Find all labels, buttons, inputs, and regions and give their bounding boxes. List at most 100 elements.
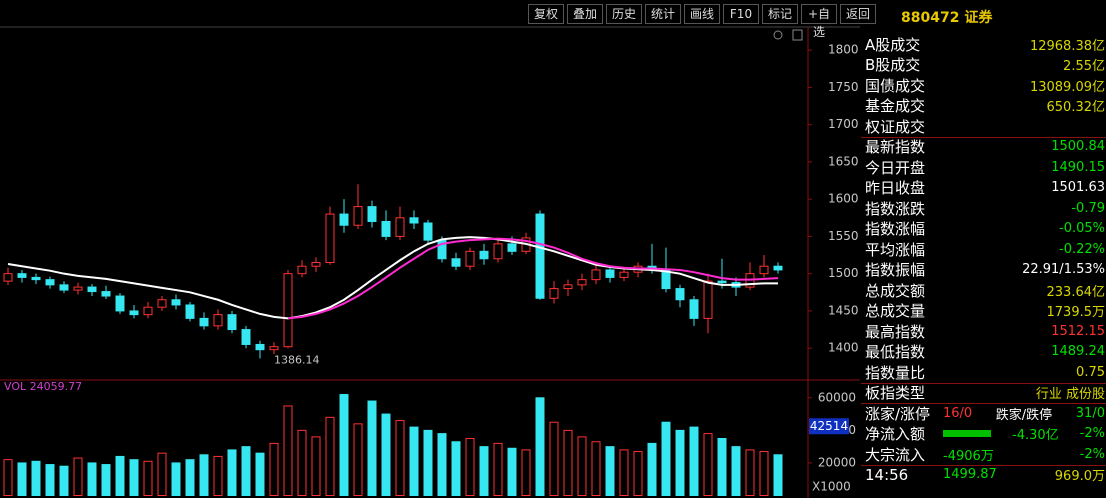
candle-body <box>101 291 111 297</box>
panel-row: 总成交额 233.64亿 <box>865 280 1105 300</box>
y-tick-label: 1750 <box>828 80 859 94</box>
volume-bar <box>353 423 363 497</box>
row-value: 1500.84 <box>1051 139 1105 154</box>
row-divider <box>861 382 1106 384</box>
toolbar-button[interactable]: +自选 <box>801 4 837 39</box>
row-value: 跌家/跌停 <box>995 407 1053 423</box>
panel-row: 指数振幅 22.91/1.53% <box>865 260 1105 280</box>
icon[interactable] <box>773 30 783 40</box>
volume-bar <box>17 462 27 496</box>
volume-bar <box>311 436 321 496</box>
volume-bar <box>87 462 97 496</box>
candle-body <box>451 258 461 267</box>
row-value: -4906万 <box>943 448 994 464</box>
candle-body <box>759 265 769 275</box>
current-volume-box <box>809 418 849 435</box>
row-value: -2% <box>1079 446 1105 462</box>
row-divider <box>861 136 1106 138</box>
candle-body <box>535 213 545 299</box>
row-value: -4.30亿 <box>1012 428 1059 443</box>
row-value: 12968.38亿 <box>1029 38 1105 54</box>
row-value: -0.79 <box>1071 200 1105 216</box>
row-label: 总成交量 <box>865 302 926 320</box>
panel-row: 净流入额 -4.30亿 -2% <box>865 424 1105 444</box>
panel-row: 今日开盘 1490.15 <box>865 157 1105 177</box>
row-label: 板指类型 <box>865 384 926 402</box>
toolbar-button[interactable]: 统计 <box>645 4 681 24</box>
candle-body <box>577 279 587 286</box>
candle-body <box>59 284 69 291</box>
toolbar-button[interactable]: 复权 <box>528 4 564 24</box>
row-label: 今日开盘 <box>865 158 926 177</box>
row-value: -2% <box>1079 426 1105 441</box>
y-tick-label: 1550 <box>828 229 859 243</box>
candle-body <box>619 271 629 278</box>
row-divider <box>861 464 1106 466</box>
toolbar-button[interactable]: 标记 <box>762 4 798 24</box>
toolbar: 复权 叠加 历史 统计 画线 F10 标记 +自选 返回 <box>528 4 876 39</box>
volume-unit: X1000 <box>812 480 851 494</box>
volume-bar <box>423 429 433 497</box>
candle-body <box>213 314 223 327</box>
row-value: 13089.09亿 <box>1029 79 1105 95</box>
row-value: 31/0 <box>1075 405 1105 421</box>
candle-body <box>297 265 307 275</box>
panel-row: 昨日收盘 1501.63 <box>865 178 1105 198</box>
volume-bar <box>255 452 265 496</box>
candle-body <box>773 265 783 271</box>
volume-bar <box>507 447 517 496</box>
candle-body <box>591 269 601 281</box>
row-value: 2.55亿 <box>1063 59 1105 74</box>
y-tick-label: 1400 <box>828 341 859 355</box>
volume-bar <box>773 454 783 496</box>
volume-bar <box>269 442 279 496</box>
panel-row: 指数量比 0.75 <box>865 362 1105 382</box>
volume-bar <box>689 426 699 497</box>
candle-body <box>31 276 41 281</box>
volume-bar <box>647 442 657 496</box>
volume-bar <box>717 438 727 496</box>
candle-body <box>717 280 727 284</box>
volume-bar <box>591 441 601 496</box>
candle-body <box>703 280 713 319</box>
candle-body <box>423 222 433 241</box>
row-value: 0.75 <box>1076 364 1105 380</box>
candle-body <box>395 217 405 237</box>
volume-bar <box>101 464 111 496</box>
flow-bar <box>943 430 991 437</box>
volume-bar <box>213 455 223 496</box>
y-tick-label: 1500 <box>828 266 859 280</box>
toolbar-button[interactable]: 返回 <box>840 4 876 24</box>
volume-bar <box>115 455 125 496</box>
panel-row: 最低指数 1489.24 <box>865 342 1105 362</box>
volume-bar <box>241 446 251 496</box>
panel-row: 基金成交 650.32亿 <box>865 96 1105 116</box>
moving-average <box>7 236 778 320</box>
volume-bar <box>171 462 181 496</box>
toolbar-button[interactable]: F10 <box>723 4 759 24</box>
row-value: 1489.24 <box>1051 344 1105 359</box>
row-value: 16/0 <box>943 405 973 421</box>
toolbar-button[interactable]: 叠加 <box>567 4 603 24</box>
panel-row: 权证成交 <box>865 116 1105 136</box>
row-label: 总成交额 <box>865 281 926 300</box>
panel-row: 最新指数 1500.84 <box>865 137 1105 157</box>
volume-bar <box>745 449 755 496</box>
toolbar-button[interactable]: 画线 <box>684 4 720 24</box>
icon[interactable] <box>792 29 803 41</box>
volume-bar <box>605 446 615 496</box>
candle-body <box>675 288 685 301</box>
candle-body <box>311 261 321 267</box>
volume-bar <box>367 400 377 496</box>
current-volume: 42514 <box>810 419 848 433</box>
row-label: 最新指数 <box>865 138 926 156</box>
row-label: 权证成交 <box>865 117 926 136</box>
panel-row: 指数涨幅 -0.05% <box>865 219 1105 239</box>
candle-body <box>73 286 83 291</box>
row-label: 国债成交 <box>865 76 926 95</box>
toolbar-button[interactable]: 历史 <box>606 4 642 24</box>
row-value: 1499.87 <box>943 467 997 482</box>
candle-body <box>157 299 167 308</box>
panel-row: 平均涨幅 -0.22% <box>865 239 1105 259</box>
row-value: 1490.15 <box>1051 159 1105 175</box>
